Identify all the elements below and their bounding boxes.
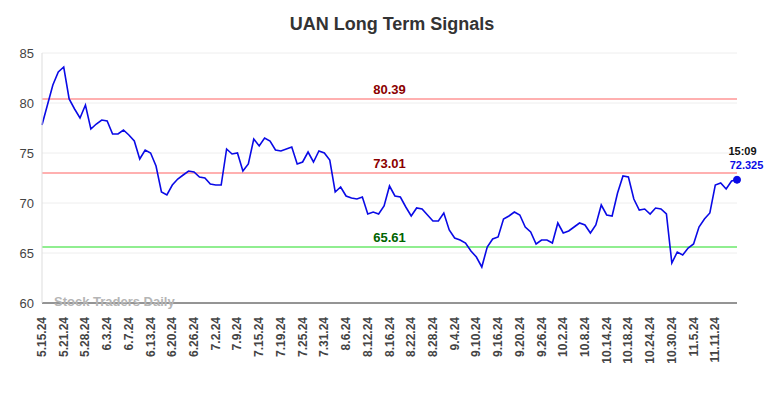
svg-text:8.16.24: 8.16.24	[383, 317, 397, 357]
svg-text:5.28.24: 5.28.24	[78, 317, 92, 357]
svg-text:15:09: 15:09	[728, 145, 756, 157]
svg-text:73.01: 73.01	[373, 156, 406, 171]
svg-text:7.15.24: 7.15.24	[252, 317, 266, 357]
svg-text:10.2.24: 10.2.24	[556, 317, 570, 357]
html-text:UAN Long Term Signals: UAN Long Term Signals	[289, 14, 495, 34]
svg-text:7.19.24: 7.19.24	[274, 317, 288, 357]
svg-text:75: 75	[20, 146, 34, 161]
svg-text:85: 85	[20, 46, 34, 61]
svg-text:80.39: 80.39	[373, 82, 406, 97]
svg-text:7.2.24: 7.2.24	[209, 317, 223, 351]
svg-text:10.8.24: 10.8.24	[578, 317, 592, 357]
svg-text:6.20.24: 6.20.24	[165, 317, 179, 357]
svg-text:80: 80	[20, 96, 34, 111]
svg-text:7.31.24: 7.31.24	[317, 317, 331, 357]
svg-text:7.9.24: 7.9.24	[230, 317, 244, 351]
svg-text:9.4.24: 9.4.24	[448, 317, 462, 351]
html-text:Stock Traders Daily: Stock Traders Daily	[54, 294, 175, 309]
svg-text:11.5.24: 11.5.24	[687, 317, 701, 357]
svg-text:65.61: 65.61	[373, 230, 406, 245]
svg-text:60: 60	[20, 296, 34, 311]
svg-text:6.13.24: 6.13.24	[144, 317, 158, 357]
svg-text:9.20.24: 9.20.24	[513, 317, 527, 357]
svg-text:70: 70	[20, 196, 34, 211]
svg-text:6.7.24: 6.7.24	[122, 317, 136, 351]
svg-text:10.30.24: 10.30.24	[665, 317, 679, 364]
svg-text:8.12.24: 8.12.24	[361, 317, 375, 357]
svg-text:5.15.24: 5.15.24	[35, 317, 49, 357]
svg-text:5.21.24: 5.21.24	[57, 317, 71, 357]
svg-text:10.14.24: 10.14.24	[600, 317, 614, 364]
svg-text:8.28.24: 8.28.24	[426, 317, 440, 357]
svg-text:9.26.24: 9.26.24	[535, 317, 549, 357]
svg-text:7.25.24: 7.25.24	[296, 317, 310, 357]
svg-text:9.10.24: 9.10.24	[469, 317, 483, 357]
svg-text:6.3.24: 6.3.24	[100, 317, 114, 351]
svg-text:9.16.24: 9.16.24	[491, 317, 505, 357]
svg-text:8.6.24: 8.6.24	[339, 317, 353, 351]
svg-text:6.26.24: 6.26.24	[187, 317, 201, 357]
svg-text:72.325: 72.325	[730, 159, 764, 171]
svg-text:10.18.24: 10.18.24	[621, 317, 635, 364]
svg-text:8.22.24: 8.22.24	[404, 317, 418, 357]
svg-text:10.24.24: 10.24.24	[643, 317, 657, 364]
svg-text:65: 65	[20, 246, 34, 261]
svg-text:11.11.24: 11.11.24	[708, 317, 722, 363]
